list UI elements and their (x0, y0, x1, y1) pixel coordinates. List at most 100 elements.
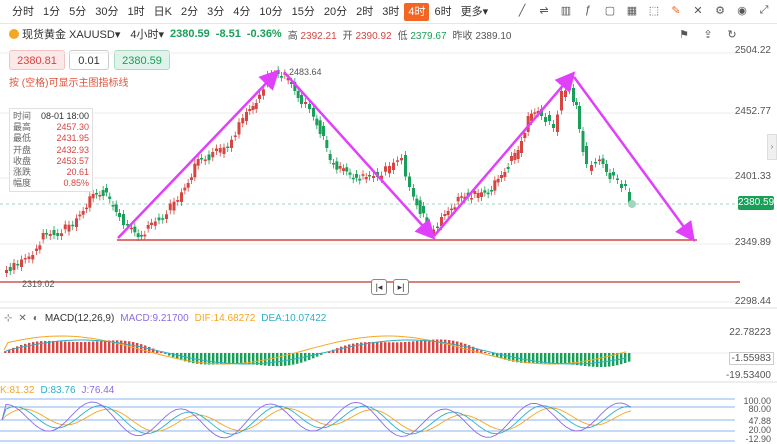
kdj-header: K:81.32 D:83.76 J:76.44 (0, 384, 114, 396)
price-chart[interactable]: 2483.64 2319.02 (0, 42, 777, 444)
candle-body (556, 114, 559, 132)
period-tab[interactable]: 20分 (323, 5, 348, 18)
macd-bar (136, 343, 139, 353)
symbol-code[interactable]: XAUUSD▾ (69, 28, 121, 41)
grid-icon[interactable]: ▦ (626, 4, 638, 17)
candle-body (473, 191, 477, 194)
info-row: 幅度 0.85% (13, 178, 89, 189)
period-tab[interactable]: 日K (153, 5, 172, 18)
macd-bar (248, 353, 251, 365)
candle-body (180, 192, 183, 202)
candle-body (48, 234, 52, 236)
dotted-square-icon[interactable]: ⬚ (648, 4, 660, 17)
candle-body (312, 108, 315, 117)
macd-bar (244, 353, 247, 365)
chevron-right-icon[interactable]: › (767, 134, 777, 160)
close-icon[interactable]: ✕ (18, 312, 27, 324)
symbol-name[interactable]: 现货黄金 (22, 29, 66, 41)
period-tab[interactable]: 更多▾ (460, 5, 489, 18)
hint-text: 按 (空格)可显示主图指标线 (9, 78, 129, 89)
settings-icon[interactable]: ⚙ (715, 4, 725, 17)
candle-body (230, 139, 233, 148)
info-value: 2432.93 (56, 144, 89, 155)
candle-body (533, 112, 537, 114)
candle-body (493, 180, 497, 191)
candle-body (415, 198, 419, 206)
candle-body (75, 218, 78, 227)
scroll-right-button[interactable]: ▸| (393, 279, 409, 295)
price-axis-label-2: 2452.77 (734, 106, 771, 117)
fullscreen-icon[interactable]: ⤢ (759, 3, 769, 16)
refresh-icon[interactable]: ↻ (727, 28, 737, 41)
buy-price-button[interactable]: 2380.59 (114, 50, 170, 70)
delete-icon[interactable]: ✕ (693, 4, 703, 17)
period-tab[interactable]: 3分 (207, 5, 225, 18)
macd-bar (24, 343, 27, 353)
macd-bar (160, 352, 163, 353)
candle-body (258, 94, 261, 99)
macd-bar (120, 340, 123, 353)
candle-body (143, 234, 147, 237)
macd-bar (240, 353, 243, 364)
macd-bar (452, 340, 455, 353)
period-tab[interactable]: 30分 (95, 5, 119, 18)
draw-line-icon[interactable]: ╱ (518, 4, 526, 17)
candle-body (12, 263, 16, 270)
candle-body (332, 163, 335, 165)
macd-bar (28, 342, 31, 353)
candle-body (41, 233, 45, 240)
macd-value: MACD:9.21700 (120, 312, 189, 324)
macd-bar (332, 349, 335, 353)
period-tab[interactable]: 1分 (43, 5, 61, 18)
scroll-left-button[interactable]: |◂ (371, 279, 387, 295)
macd-pane (0, 335, 735, 368)
candle-body (176, 200, 180, 202)
macd-bar (344, 345, 347, 353)
period-tab[interactable]: 15分 (291, 5, 315, 18)
indicator-icon[interactable]: ƒ (584, 4, 592, 16)
open-label: 开 (342, 30, 353, 42)
pin-icon[interactable]: ⊹ (4, 312, 13, 324)
candle-body (157, 217, 161, 221)
info-value: 2457.30 (56, 122, 89, 133)
camera-icon[interactable]: ◉ (737, 4, 747, 17)
trend-arrow (433, 71, 576, 237)
candle-body (215, 148, 218, 151)
layout-icon[interactable]: ▢ (604, 4, 616, 17)
period-tab[interactable]: 1时 (127, 5, 145, 18)
edit-icon[interactable]: ✎ (671, 4, 681, 17)
period-tab[interactable]: 2分 (180, 5, 199, 18)
flag-icon[interactable]: ⚑ (679, 28, 689, 41)
period-tab[interactable]: 2时 (356, 5, 374, 18)
macd-bar (8, 349, 11, 353)
period-tab[interactable]: 3时 (382, 5, 400, 18)
chart-type-icon[interactable]: ▥ (560, 4, 572, 17)
timeframe-select[interactable]: 4小时▾ (130, 29, 165, 41)
period-tab[interactable]: 4分 (233, 5, 251, 18)
candle-body (456, 197, 460, 202)
period-tab[interactable]: 分时 (12, 5, 34, 18)
candle-body (443, 214, 447, 216)
sell-price-button[interactable]: 2380.81 (9, 50, 65, 70)
share-icon[interactable]: ⇪ (703, 28, 713, 41)
candle-body (345, 167, 349, 172)
eye-icon[interactable]: ◐ (32, 312, 39, 324)
last-price-tag: 2380.59 (738, 196, 775, 210)
macd-bar (420, 340, 423, 353)
period-tab[interactable]: 4时 (404, 2, 430, 21)
period-tab[interactable]: 6时 (434, 5, 452, 18)
candle-body (581, 131, 585, 152)
macd-bar (496, 353, 499, 357)
candle-body (211, 152, 215, 158)
info-key: 幅度 (13, 178, 32, 189)
compare-icon[interactable]: ⇌ (539, 4, 549, 17)
prev-close-label: 昨收 (452, 30, 473, 42)
candle-body (503, 172, 507, 177)
candle-body (460, 196, 463, 198)
period-tab[interactable]: 5分 (69, 5, 87, 18)
period-tab[interactable]: 10分 (259, 5, 283, 18)
macd-bar (64, 341, 67, 353)
macd-bar (376, 342, 379, 353)
candle-body (280, 76, 283, 78)
quantity-input[interactable]: 0.01 (69, 50, 109, 70)
